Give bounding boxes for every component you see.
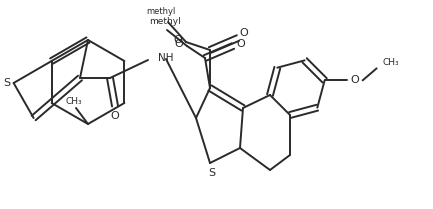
- Text: S: S: [3, 78, 10, 88]
- Text: O: O: [236, 39, 246, 49]
- Text: methyl: methyl: [149, 18, 181, 27]
- Text: CH₃: CH₃: [66, 97, 82, 106]
- Text: CH₃: CH₃: [383, 58, 399, 67]
- Text: NH: NH: [158, 53, 174, 63]
- Text: O: O: [174, 35, 182, 45]
- Text: O: O: [174, 39, 183, 49]
- Text: O: O: [110, 111, 120, 121]
- Text: methyl: methyl: [146, 8, 176, 17]
- Text: S: S: [208, 168, 216, 178]
- Text: O: O: [239, 28, 249, 38]
- Text: O: O: [350, 75, 359, 85]
